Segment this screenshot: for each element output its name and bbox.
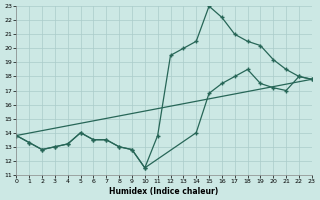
X-axis label: Humidex (Indice chaleur): Humidex (Indice chaleur) <box>109 187 219 196</box>
